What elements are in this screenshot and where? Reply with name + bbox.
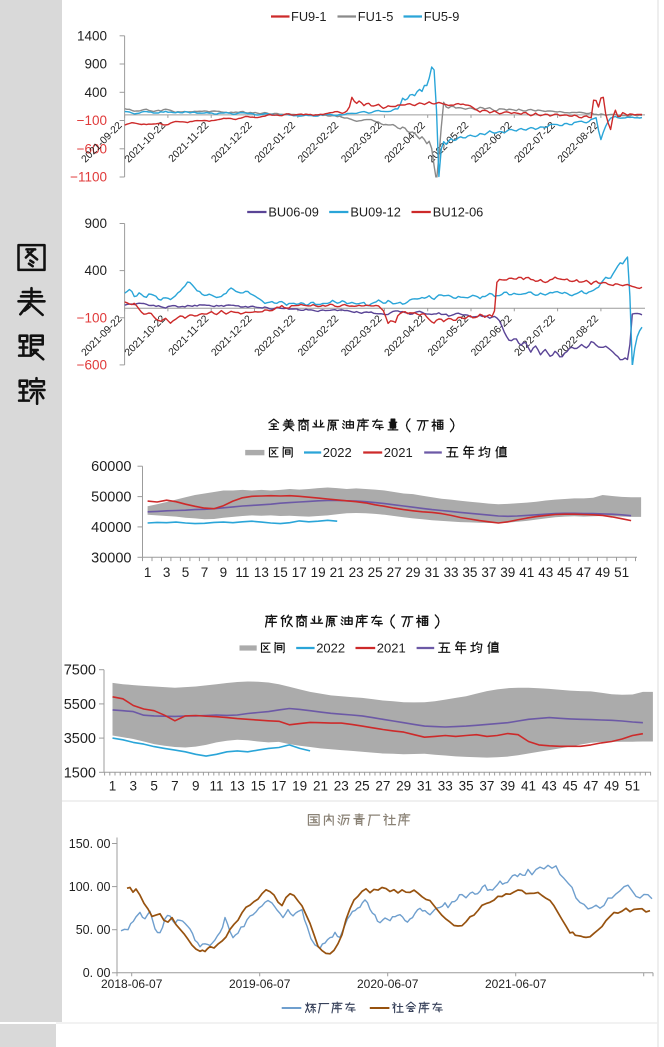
svg-text:5: 5 — [150, 779, 158, 794]
svg-text:23: 23 — [334, 779, 349, 794]
svg-text:2018-06-07: 2018-06-07 — [101, 977, 163, 991]
svg-text:2021-06-07: 2021-06-07 — [485, 977, 547, 991]
svg-text:21: 21 — [330, 565, 345, 580]
svg-text:23: 23 — [349, 565, 364, 580]
svg-text:21: 21 — [313, 779, 328, 794]
svg-text:50. 00: 50. 00 — [76, 923, 111, 937]
svg-text:100. 00: 100. 00 — [69, 880, 111, 894]
svg-text:7: 7 — [201, 565, 209, 580]
svg-text:39: 39 — [500, 779, 515, 794]
svg-text:41: 41 — [519, 565, 534, 580]
svg-text:2021: 2021 — [377, 640, 406, 655]
svg-text:0. 00: 0. 00 — [83, 966, 111, 980]
svg-text:35: 35 — [459, 779, 474, 794]
svg-text:37: 37 — [481, 565, 496, 580]
svg-text:33: 33 — [438, 779, 453, 794]
svg-text:FU9-1: FU9-1 — [291, 9, 327, 24]
svg-text:1500: 1500 — [64, 765, 96, 781]
svg-text:45: 45 — [563, 779, 578, 794]
svg-text:2022: 2022 — [316, 640, 345, 655]
svg-text:2021: 2021 — [384, 445, 413, 460]
svg-text:47: 47 — [583, 779, 598, 794]
svg-text:3500: 3500 — [64, 731, 96, 747]
svg-text:−100: −100 — [77, 113, 107, 128]
svg-text:33: 33 — [443, 565, 458, 580]
svg-text:FU5-9: FU5-9 — [424, 9, 460, 24]
svg-text:31: 31 — [417, 779, 432, 794]
svg-text:29: 29 — [396, 779, 411, 794]
svg-text:−600: −600 — [77, 141, 107, 156]
svg-text:40000: 40000 — [91, 520, 131, 536]
svg-text:BU09-12: BU09-12 — [350, 204, 401, 219]
svg-text:19: 19 — [311, 565, 326, 580]
svg-text:60000: 60000 — [91, 459, 131, 475]
svg-text:17: 17 — [271, 779, 286, 794]
svg-text:31: 31 — [424, 565, 439, 580]
svg-text:45: 45 — [557, 565, 572, 580]
svg-text:BU06-09: BU06-09 — [268, 204, 319, 219]
svg-text:5500: 5500 — [64, 697, 96, 713]
svg-text:900: 900 — [84, 216, 107, 231]
svg-text:41: 41 — [521, 779, 536, 794]
svg-text:13: 13 — [254, 565, 269, 580]
svg-text:27: 27 — [387, 565, 402, 580]
svg-text:27: 27 — [375, 779, 390, 794]
svg-text:150. 00: 150. 00 — [69, 837, 111, 851]
svg-text:30000: 30000 — [91, 550, 131, 566]
svg-text:19: 19 — [292, 779, 307, 794]
svg-text:39: 39 — [500, 565, 515, 580]
svg-text:49: 49 — [604, 779, 619, 794]
svg-text:51: 51 — [614, 565, 629, 580]
svg-text:3: 3 — [130, 779, 138, 794]
svg-text:17: 17 — [292, 565, 307, 580]
svg-text:51: 51 — [625, 779, 640, 794]
svg-text:−100: −100 — [77, 310, 107, 325]
svg-text:25: 25 — [368, 565, 383, 580]
svg-text:1: 1 — [109, 779, 117, 794]
svg-text:11: 11 — [235, 565, 249, 580]
svg-text:7: 7 — [171, 779, 179, 794]
svg-text:25: 25 — [355, 779, 370, 794]
svg-text:9: 9 — [192, 779, 200, 794]
svg-text:7500: 7500 — [64, 663, 96, 679]
svg-text:BU12-06: BU12-06 — [433, 204, 484, 219]
svg-text:400: 400 — [84, 85, 107, 100]
svg-text:37: 37 — [479, 779, 494, 794]
svg-text:2019-06-07: 2019-06-07 — [229, 977, 291, 991]
svg-text:43: 43 — [542, 779, 557, 794]
svg-text:29: 29 — [405, 565, 420, 580]
svg-text:FU1-5: FU1-5 — [358, 9, 394, 24]
svg-text:1400: 1400 — [77, 28, 107, 43]
svg-text:49: 49 — [595, 565, 610, 580]
svg-text:15: 15 — [251, 779, 266, 794]
svg-text:3: 3 — [163, 565, 171, 580]
svg-text:5: 5 — [182, 565, 190, 580]
svg-text:2020-06-07: 2020-06-07 — [357, 977, 419, 991]
svg-text:11: 11 — [209, 779, 223, 794]
svg-text:35: 35 — [462, 565, 477, 580]
svg-text:9: 9 — [220, 565, 228, 580]
svg-text:50000: 50000 — [91, 490, 131, 506]
svg-text:15: 15 — [273, 565, 288, 580]
svg-text:−1100: −1100 — [70, 170, 107, 185]
svg-text:13: 13 — [230, 779, 245, 794]
svg-text:1: 1 — [144, 565, 152, 580]
svg-text:2022: 2022 — [323, 445, 352, 460]
svg-text:400: 400 — [84, 263, 107, 278]
svg-text:43: 43 — [538, 565, 553, 580]
svg-text:900: 900 — [84, 57, 107, 72]
svg-text:−600: −600 — [77, 358, 107, 373]
svg-text:47: 47 — [576, 565, 591, 580]
